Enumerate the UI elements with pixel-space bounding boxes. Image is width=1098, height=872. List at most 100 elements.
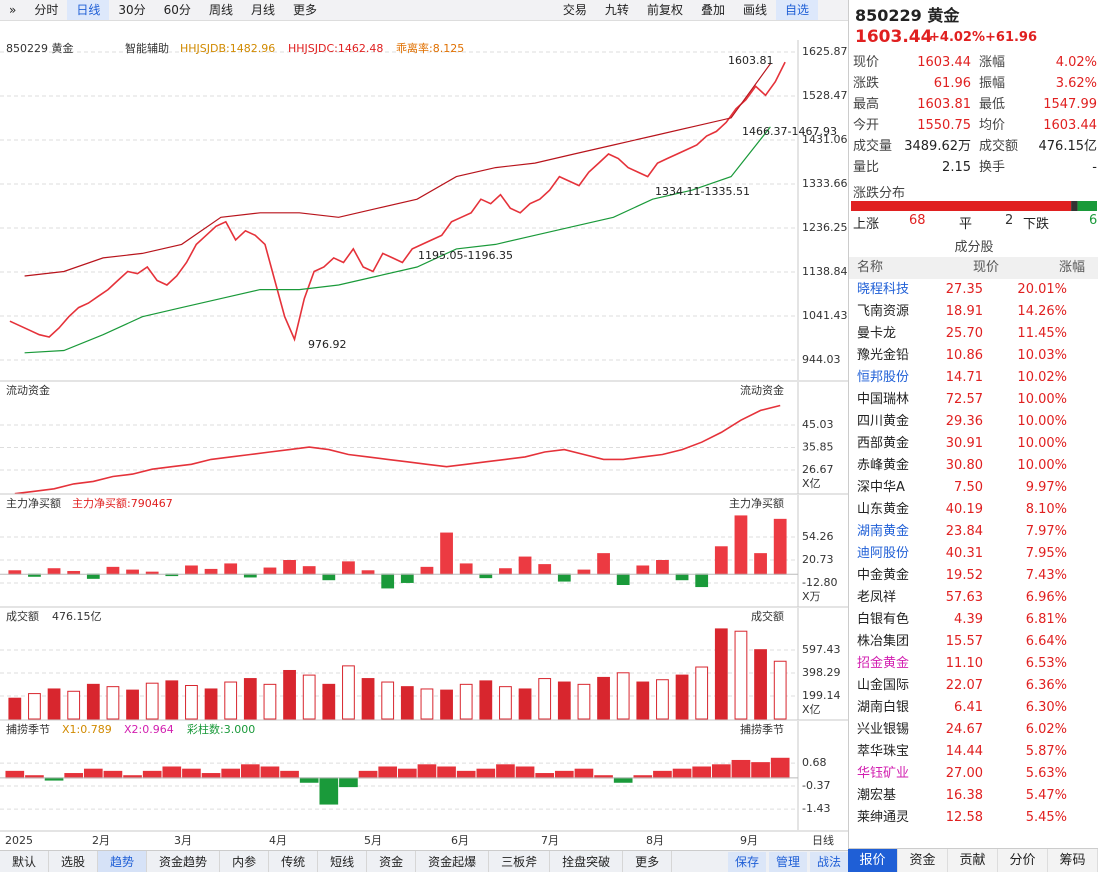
stock-row[interactable]: 老凤祥 57.63 6.96% — [849, 587, 1098, 609]
bar — [106, 686, 120, 720]
stock-price: 24.67 — [945, 722, 983, 737]
stock-name: 深中华A — [857, 480, 905, 495]
stock-row[interactable]: 湖南白银 6.41 6.30% — [849, 697, 1098, 719]
constituents-title: 成分股 — [954, 240, 994, 255]
bar — [714, 546, 728, 575]
stock-price: 11.10 — [945, 656, 983, 671]
stock-price: 27.35 — [945, 282, 983, 297]
date-label: 3月 — [174, 834, 192, 847]
right-tab[interactable]: 资金 — [898, 849, 948, 872]
stock-row[interactable]: 兴业银锡 24.67 6.02% — [849, 719, 1098, 741]
stock-row[interactable]: 莱绅通灵 12.58 5.45% — [849, 807, 1098, 829]
bottom-tab[interactable]: 资金 — [367, 851, 417, 872]
toolbar-item[interactable]: 日线 — [67, 0, 110, 20]
bar — [479, 573, 493, 579]
bottom-tab[interactable]: 资金起爆 — [416, 851, 490, 872]
quote-cell: 3.62% — [1055, 76, 1097, 91]
y-tick-label: -0.37 — [802, 779, 830, 792]
stock-row[interactable]: 山东黄金 40.19 8.10% — [849, 499, 1098, 521]
stock-price: 29.36 — [945, 414, 983, 429]
right-tab[interactable]: 贡献 — [948, 849, 998, 872]
bar — [456, 770, 476, 779]
stock-row[interactable]: 萃华珠宝 14.44 5.87% — [849, 741, 1098, 763]
bar — [221, 768, 241, 779]
bar — [204, 688, 218, 720]
stock-row[interactable]: 飞南资源 18.91 14.26% — [849, 301, 1098, 323]
date-label: 4月 — [269, 834, 287, 847]
bar — [283, 669, 296, 720]
stock-row[interactable]: 华钰矿业 27.00 5.63% — [849, 763, 1098, 785]
toolbar-item[interactable]: 30分 — [118, 3, 146, 17]
toolbar-item[interactable]: 前复权 — [646, 3, 683, 17]
bottom-tab[interactable]: 内参 — [220, 851, 270, 872]
date-label: 6月 — [451, 834, 469, 847]
bottom-tab[interactable]: 传统 — [269, 851, 319, 872]
bottom-tab[interactable]: 更多 — [623, 851, 673, 872]
y-tick-label: 1528.47 — [802, 89, 848, 102]
stock-row[interactable]: 恒邦股份 14.71 10.02% — [849, 367, 1098, 389]
toolbar-item[interactable]: 月线 — [250, 3, 275, 17]
charts: 1625.87 1528.47 1431.06 1333.66 1236.25 1138.… — [0, 40, 848, 847]
stock-name: 兴业银锡 — [857, 722, 910, 737]
stock-price: 22.07 — [945, 678, 983, 693]
stock-row[interactable]: 四川黄金 29.36 10.00% — [849, 411, 1098, 433]
stock-row[interactable]: 湖南黄金 23.84 7.97% — [849, 521, 1098, 543]
bottom-action[interactable]: 保存 — [727, 852, 766, 872]
annotation: 1466.37-1467.93 — [742, 125, 837, 138]
toolbar-item[interactable]: 更多 — [292, 3, 317, 17]
toolbar-item[interactable]: 周线 — [208, 3, 233, 17]
toolbar-item[interactable]: 九转 — [604, 3, 629, 17]
bottom-tab[interactable]: 三板斧 — [489, 851, 551, 872]
stock-price: 16.38 — [945, 788, 983, 803]
stock-row[interactable]: 曼卡龙 25.70 11.45% — [849, 323, 1098, 345]
stock-row[interactable]: 招金黄金 11.10 6.53% — [849, 653, 1098, 675]
quote-panel: 850229 黄金 1603.44 +4.02% +61.96 现价 1603.4… — [848, 0, 1098, 872]
series-line — [9, 61, 786, 342]
bottom-tab[interactable]: 资金趋势 — [147, 851, 221, 872]
toolbar-item[interactable]: » — [9, 3, 17, 17]
stock-row[interactable]: 深中华A 7.50 9.97% — [849, 477, 1098, 499]
right-tab[interactable]: 筹码 — [1048, 849, 1098, 872]
right-tab[interactable]: 报价 — [848, 849, 898, 872]
bar — [616, 672, 630, 720]
bar — [518, 688, 532, 720]
bar — [145, 682, 159, 720]
bar — [577, 569, 591, 575]
bottom-tab[interactable]: 短线 — [318, 851, 368, 872]
annotation: 1603.81 — [728, 54, 774, 67]
bottom-tab[interactable]: 拴盘突破 — [550, 851, 624, 872]
stock-row[interactable]: 晓程科技 27.35 20.01% — [849, 279, 1098, 301]
toolbar-item[interactable]: 画线 — [742, 3, 767, 17]
bar — [400, 686, 414, 720]
bottom-action[interactable]: 管理 — [768, 852, 807, 872]
toolbar-item[interactable]: 叠加 — [700, 3, 725, 17]
toolbar-item[interactable]: 60分 — [163, 3, 191, 17]
series-line — [24, 63, 771, 277]
bottom-action[interactable]: 战法 — [809, 852, 848, 872]
stock-row[interactable]: 白银有色 4.39 6.81% — [849, 609, 1098, 631]
stock-row[interactable]: 潮宏基 16.38 5.47% — [849, 785, 1098, 807]
stock-pct: 10.00% — [1017, 414, 1067, 429]
stock-row[interactable]: 西部黄金 30.91 10.00% — [849, 433, 1098, 455]
bar — [162, 766, 182, 779]
bottom-tab[interactable]: 选股 — [49, 851, 99, 872]
bar — [731, 759, 751, 779]
right-tab[interactable]: 分价 — [998, 849, 1048, 872]
stock-row[interactable]: 中国瑞林 72.57 10.00% — [849, 389, 1098, 411]
stock-row[interactable]: 中金黄金 19.52 7.43% — [849, 565, 1098, 587]
panel-title: 流动资金 — [6, 383, 50, 397]
stock-row[interactable]: 迪阿股份 40.31 7.95% — [849, 543, 1098, 565]
stock-row[interactable]: 豫光金铅 10.86 10.03% — [849, 345, 1098, 367]
stock-row[interactable]: 株冶集团 15.57 6.64% — [849, 631, 1098, 653]
bottom-tab[interactable]: 默认 — [0, 851, 50, 872]
stock-row[interactable]: 赤峰黄金 30.80 10.00% — [849, 455, 1098, 477]
bar — [263, 567, 277, 575]
bar — [636, 565, 650, 575]
bottom-tab[interactable]: 趋势 — [98, 851, 148, 872]
toolbar-item[interactable]: 自选 — [775, 0, 818, 20]
stock-pct: 10.00% — [1017, 436, 1067, 451]
stock-row[interactable]: 山金国际 22.07 6.36% — [849, 675, 1098, 697]
toolbar-item[interactable]: 分时 — [34, 3, 59, 17]
dist-segment — [851, 201, 1072, 211]
toolbar-item[interactable]: 交易 — [562, 3, 587, 17]
